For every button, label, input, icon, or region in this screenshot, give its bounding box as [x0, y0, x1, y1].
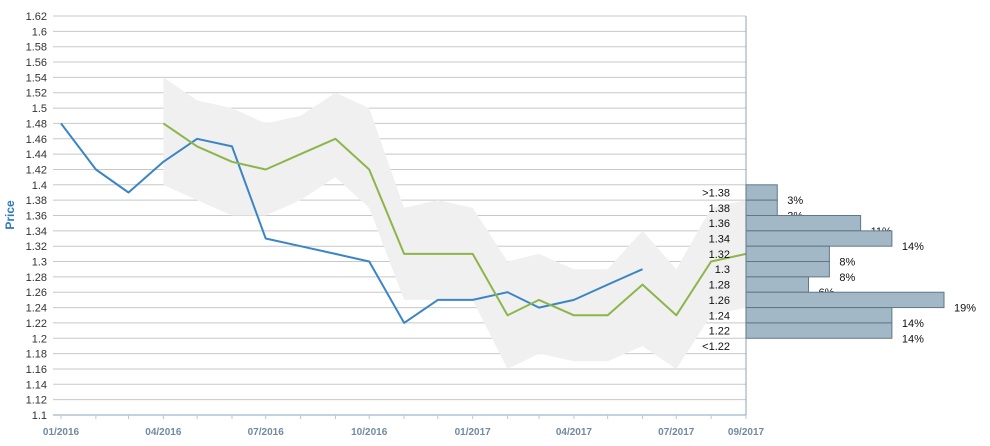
y-tick-label: 1.3 [32, 257, 47, 269]
y-tick-label: 1.18 [26, 349, 47, 361]
histogram-bin-label: 1.32 [709, 249, 730, 261]
histogram-bar [745, 291, 945, 309]
forecast-confidence-band [163, 77, 780, 369]
y-tick-label: 1.52 [26, 88, 47, 100]
histogram-percent-label: 19% [954, 303, 976, 315]
histogram-bar [745, 184, 778, 201]
y-tick-label: 1.36 [26, 211, 47, 223]
histogram-bin-label: 1.26 [709, 295, 730, 307]
histogram-bin-label: 1.22 [709, 326, 730, 338]
y-tick-label: 1.38 [26, 195, 47, 207]
histogram-bin-label: 1.28 [709, 280, 730, 292]
histogram-percent-label: 14% [902, 241, 924, 253]
y-tick-label: 1.32 [26, 241, 47, 253]
histogram-bar [745, 261, 830, 278]
y-tick-label: 1.5 [32, 103, 47, 115]
x-axis-tick-labels: 01/2016 04/2016 07/2016 10/2016 01/2017 04/20… [43, 427, 765, 438]
histogram-bin-label: 1.24 [709, 310, 730, 322]
y-tick-label: 1.48 [26, 118, 47, 130]
histogram-bin-label: 1.38 [709, 203, 730, 215]
y-tick-label: 1.16 [26, 364, 47, 376]
actual-price-line [60, 122, 643, 324]
y-tick-label: 1.24 [26, 303, 47, 315]
histogram-bar [745, 199, 778, 216]
histogram-bar [745, 245, 830, 263]
y-tick-label: 1.44 [26, 149, 47, 161]
histogram-percent-label: 14% [902, 318, 924, 330]
y-axis-title: Price [3, 200, 17, 230]
x-tick-label: 01/2017 [455, 427, 492, 438]
forecast-price-line [162, 122, 781, 317]
y-tick-label: 1.28 [26, 272, 47, 284]
confidence-band-area [163, 77, 780, 369]
y-tick-label: 1.34 [26, 226, 47, 238]
series-lines [60, 122, 781, 324]
histogram-percent-label: 3% [787, 195, 803, 207]
distribution-histogram: >1.383%1.383%1.3611%1.3414%1.328%1.38%1.… [702, 184, 976, 353]
histogram-bin-label: 1.36 [709, 218, 730, 230]
histogram-percent-label: 8% [839, 272, 855, 284]
y-tick-label: 1.56 [26, 57, 47, 69]
x-tick-label: 04/2017 [556, 427, 593, 438]
histogram-bin-label: >1.38 [702, 187, 730, 199]
histogram-bin-label: 1.34 [709, 234, 730, 246]
y-tick-label: 1.62 [26, 11, 47, 23]
x-tick-label: 07/2016 [248, 427, 285, 438]
y-tick-label: 1.46 [26, 134, 47, 146]
x-tick-label: 07/2017 [658, 427, 695, 438]
y-tick-label: 1.12 [26, 395, 47, 407]
y-tick-label: 1.54 [26, 72, 47, 84]
x-tick-label: 10/2016 [351, 427, 388, 438]
y-tick-label: 1.14 [26, 379, 47, 391]
histogram-bin-label: 1.3 [715, 264, 730, 276]
histogram-bin-label: <1.22 [702, 341, 730, 353]
y-tick-label: 1.42 [26, 164, 47, 176]
y-axis-tick-labels: 1.1 1.12 1.14 1.16 1.18 1.2 1.22 1.24 1.26 1.28 1.… [26, 11, 47, 422]
histogram-bar [745, 322, 893, 339]
histogram-bar [745, 230, 893, 247]
x-tick-label: 09/2017 [728, 427, 765, 438]
histogram-bar [745, 276, 810, 293]
histogram-bar [745, 307, 893, 324]
y-tick-label: 1.1 [32, 410, 47, 422]
histogram-percent-label: 8% [839, 257, 855, 269]
y-tick-label: 1.2 [32, 333, 47, 345]
x-tick-label: 04/2016 [145, 427, 182, 438]
y-tick-label: 1.22 [26, 318, 47, 330]
y-tick-label: 1.26 [26, 287, 47, 299]
histogram-bar [745, 215, 862, 232]
histogram-percent-label: 14% [902, 333, 924, 345]
y-tick-label: 1.4 [32, 180, 47, 192]
x-tick-label: 01/2016 [43, 427, 80, 438]
y-tick-label: 1.6 [32, 26, 47, 38]
y-tick-label: 1.58 [26, 42, 47, 54]
